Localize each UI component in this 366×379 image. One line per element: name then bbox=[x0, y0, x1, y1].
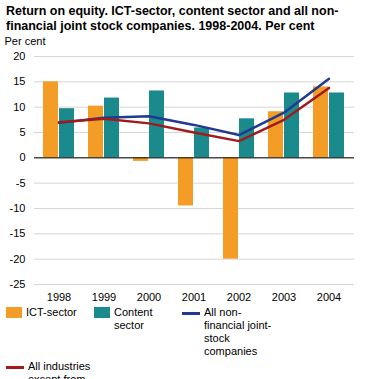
svg-text:-25: -25 bbox=[10, 278, 26, 290]
svg-text:5: 5 bbox=[19, 126, 25, 138]
svg-text:-15: -15 bbox=[10, 227, 26, 239]
svg-text:0: 0 bbox=[19, 151, 25, 163]
svg-text:-20: -20 bbox=[10, 253, 26, 265]
html-text:Return on equity. ICT-sector,: Return on equity. ICT-sector, content se… bbox=[6, 4, 339, 33]
svg-text:2002: 2002 bbox=[227, 291, 251, 303]
svg-text:1999: 1999 bbox=[92, 291, 116, 303]
svg-text:-5: -5 bbox=[16, 177, 26, 189]
svg-text:2004: 2004 bbox=[317, 291, 341, 303]
html-text:All non-financial joint-stock: All non-financial joint-stock companies bbox=[204, 306, 272, 357]
svg-text:2003: 2003 bbox=[272, 291, 296, 303]
html-text:ICT-sector: ICT-sector bbox=[26, 306, 77, 318]
svg-text:1998: 1998 bbox=[47, 291, 71, 303]
svg-text:10: 10 bbox=[13, 101, 25, 113]
svg-text:2001: 2001 bbox=[182, 291, 206, 303]
svg-text:2000: 2000 bbox=[137, 291, 161, 303]
html-text:Content sector: Content sector bbox=[114, 306, 153, 331]
svg-text:15: 15 bbox=[13, 75, 25, 87]
svg-text:20: 20 bbox=[13, 50, 25, 62]
svg-text:Per cent: Per cent bbox=[5, 35, 46, 47]
svg-text:-10: -10 bbox=[10, 202, 26, 214]
